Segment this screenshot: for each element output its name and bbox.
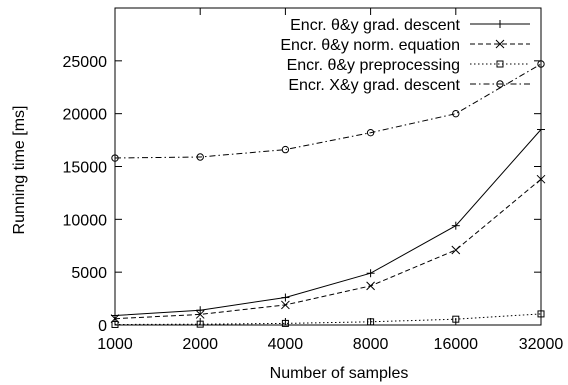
y-tick-label: 25000: [63, 54, 108, 71]
data-point: [111, 154, 119, 162]
data-point: [537, 310, 545, 318]
legend: Encr. θ&y grad. descent Encr. θ&y norm. e…: [280, 17, 530, 94]
legend-entry: Encr. θ&y preprocessing: [287, 57, 530, 74]
x-tick-label: 16000: [434, 336, 479, 353]
x-axis-label: Number of samples: [270, 365, 409, 382]
data-point: [537, 60, 545, 68]
series-layer: [110, 60, 546, 328]
data-point: [111, 320, 119, 328]
legend-label: Encr. θ&y grad. descent: [290, 17, 460, 34]
data-point: [196, 306, 205, 315]
series-3: [111, 310, 545, 328]
y-tick-label: 15000: [63, 160, 108, 177]
x-tick-label: 32000: [519, 336, 564, 353]
plot-frame: [114, 7, 542, 326]
legend-entry: Encr. θ&y norm. equation: [280, 37, 530, 54]
x-tick-label: 8000: [353, 336, 389, 353]
series-4: [111, 60, 545, 162]
series-line: [114, 63, 542, 159]
series-1: [111, 125, 545, 320]
data-point: [452, 315, 460, 323]
data-point: [281, 300, 290, 310]
data-point: [367, 318, 375, 326]
data-point: [281, 145, 290, 154]
x-tick-label: 2000: [182, 336, 218, 353]
y-tick-label: 5000: [71, 265, 107, 282]
y-tick-label: 0: [98, 318, 107, 335]
legend-marker: [495, 39, 505, 49]
legend-entry: Encr. X&y grad. descent: [288, 77, 530, 94]
data-point: [366, 128, 375, 137]
series-line: [114, 178, 542, 320]
data-point: [452, 109, 460, 118]
legend-marker: [496, 80, 504, 88]
series-2: [110, 174, 546, 324]
x-tick-label: 4000: [268, 336, 304, 353]
series-line: [114, 313, 542, 325]
legend-entry: Encr. θ&y grad. descent: [290, 17, 530, 34]
data-point: [281, 293, 290, 302]
data-point: [281, 319, 289, 327]
data-point: [536, 174, 546, 184]
legend-label: Encr. X&y grad. descent: [288, 77, 460, 94]
y-tick-label: 20000: [63, 107, 108, 124]
data-point: [366, 269, 375, 278]
legend-marker: [496, 60, 504, 68]
legend-marker: [496, 20, 504, 28]
data-point: [451, 245, 461, 255]
y-tick-label: 10000: [63, 212, 108, 229]
legend-label: Encr. θ&y preprocessing: [287, 57, 460, 74]
legend-label: Encr. θ&y norm. equation: [280, 37, 460, 54]
data-point: [196, 320, 204, 328]
data-point: [366, 281, 375, 291]
data-point: [195, 310, 205, 319]
y-axis-label: Running time [ms]: [11, 106, 28, 235]
data-point: [451, 221, 460, 230]
series-line: [114, 129, 542, 316]
data-point: [196, 153, 204, 161]
data-point: [537, 125, 545, 134]
x-tick-label: 1000: [97, 336, 133, 353]
